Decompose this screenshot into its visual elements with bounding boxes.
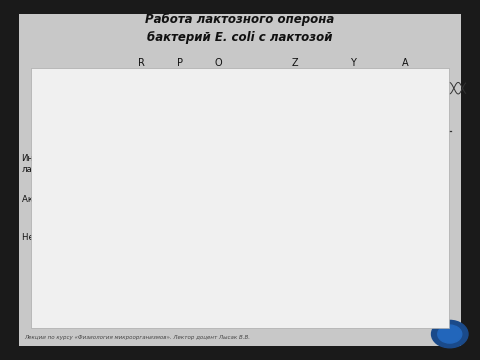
Text: β-галактозидаза: β-галактозидаза [292,254,298,316]
Text: Неактивный репрессор: Неактивный репрессор [22,233,128,242]
Circle shape [87,181,96,188]
Text: A: A [402,58,409,68]
Text: мРНК: мРНК [225,116,250,125]
Circle shape [82,177,91,183]
Circle shape [96,176,105,182]
Circle shape [438,325,462,343]
Text: O: O [215,58,222,68]
Text: Z: Z [292,58,299,68]
Circle shape [99,170,108,176]
Text: R: R [138,58,145,68]
Text: Лекции по курсу «Физиология микроорганизмов». Лектор доцент Лысак В.В.: Лекции по курсу «Физиология микроорганиз… [24,335,250,340]
Text: Индуктор
лактоза: Индуктор лактоза [22,154,66,174]
Text: P: P [177,58,183,68]
Text: β-галактозид-
пермеаза: β-галактозид- пермеаза [346,254,360,306]
Circle shape [432,320,468,348]
Text: Работа лактозного оперона: Работа лактозного оперона [145,13,335,26]
Text: β-галактозид-
трансацетиаза: β-галактозид- трансацетиаза [399,254,412,309]
Circle shape [103,179,111,185]
Text: Трансляция: Трансляция [216,170,273,179]
Text: Y: Y [350,58,356,68]
Text: бактерий E. coli с лактозой: бактерий E. coli с лактозой [147,31,333,44]
Text: Активный репрессор: Активный репрессор [22,195,117,204]
Circle shape [89,168,98,174]
Circle shape [80,170,88,176]
